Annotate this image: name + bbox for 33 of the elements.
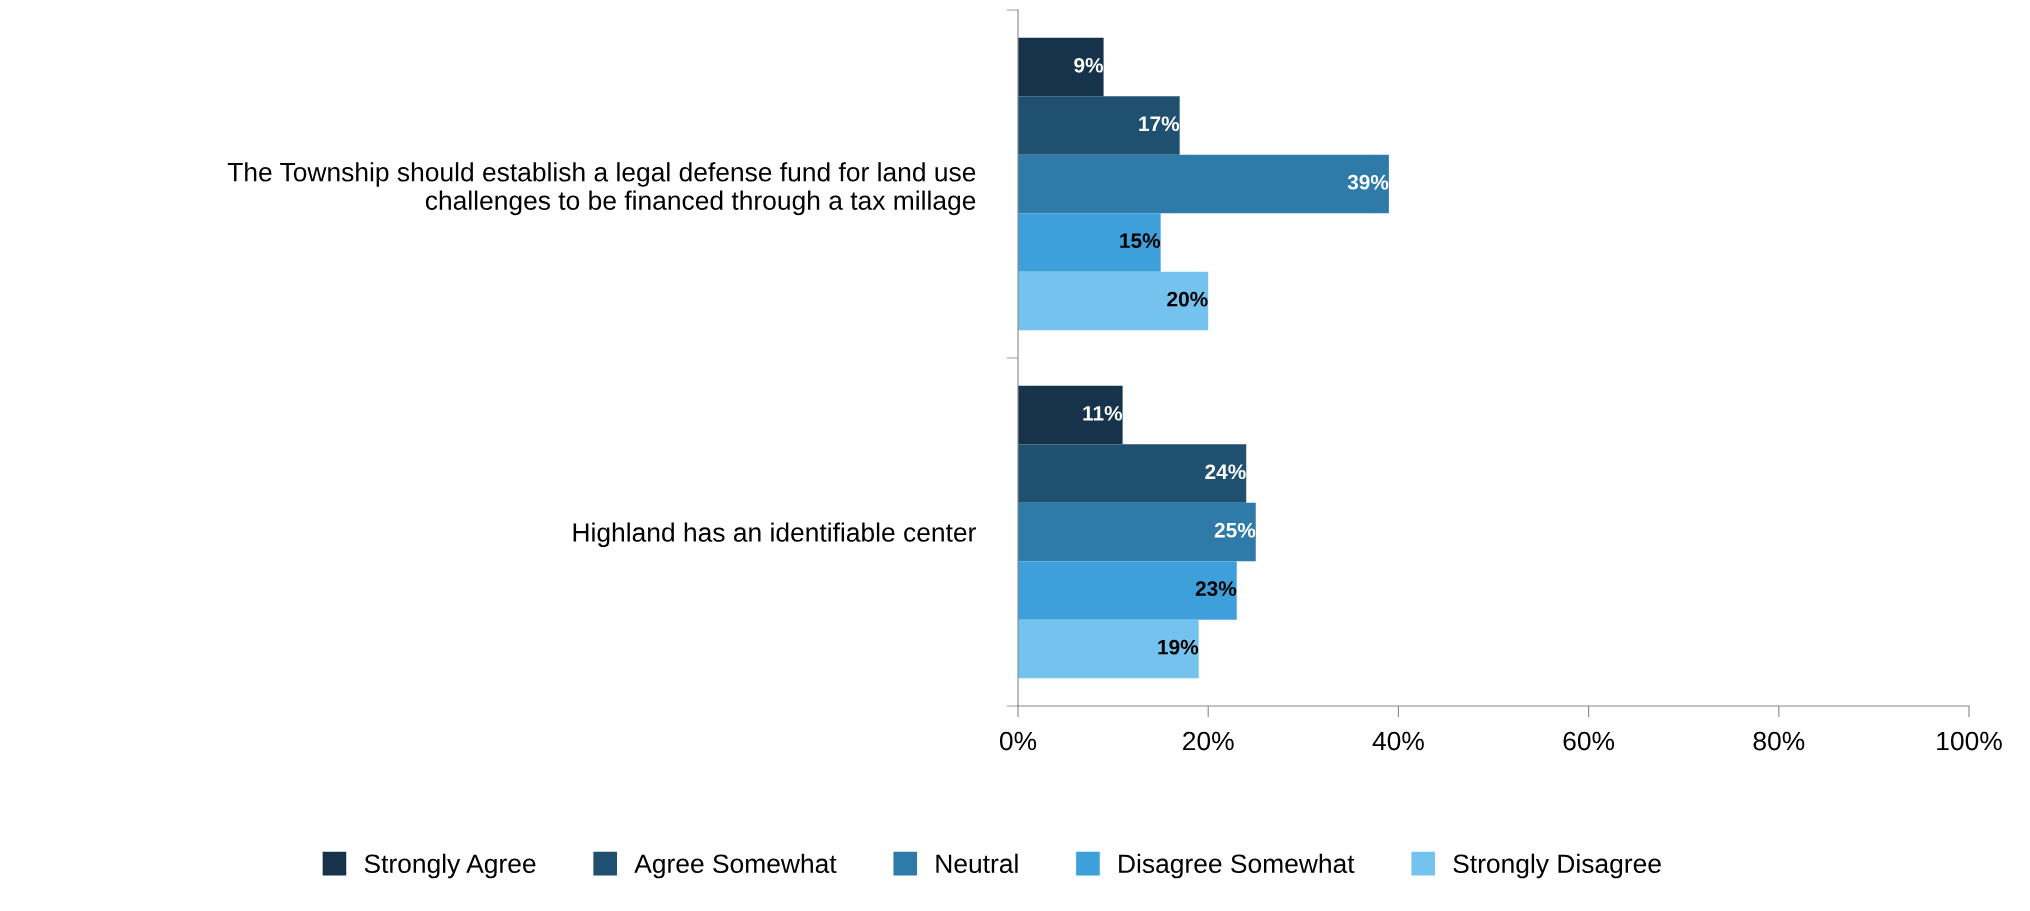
- data-label: 19%: [1158, 639, 1199, 655]
- legend-label: Agree Somewhat: [634, 853, 837, 879]
- legend-label: Disagree Somewhat: [1119, 853, 1355, 879]
- y-tick-label: The Township should establish a legal defense fund for land use challenges to be financed through a tax millage: [227, 162, 976, 216]
- bar: [1018, 561, 1237, 620]
- y-tick-label: Highland has an identifiable center: [573, 522, 976, 548]
- data-label: 9%: [1074, 57, 1104, 73]
- bar: [1018, 271, 1209, 331]
- data-label: 39%: [1347, 174, 1389, 190]
- data-label: 17%: [1139, 116, 1180, 132]
- bar: [1018, 213, 1161, 272]
- bar: [1018, 37, 1104, 97]
- bar: [1018, 502, 1256, 562]
- x-tick-label: 100%: [1937, 731, 2002, 751]
- data-label: 15%: [1120, 233, 1161, 249]
- bar: [1018, 385, 1123, 445]
- x-tick-label: 40%: [1372, 731, 1424, 751]
- data-label: 25%: [1214, 522, 1256, 538]
- bar: [1018, 154, 1389, 214]
- data-label: 23%: [1195, 581, 1237, 597]
- legend-label: Strongly Disagree: [1453, 853, 1661, 879]
- x-tick-label: 20%: [1183, 731, 1234, 751]
- x-tick-label: 60%: [1563, 731, 1615, 751]
- bar: [1018, 444, 1247, 503]
- bar: [1018, 96, 1180, 155]
- x-tick-label: 0%: [999, 731, 1037, 751]
- data-label: 11%: [1083, 405, 1123, 421]
- x-tick-label: 80%: [1753, 731, 1805, 751]
- data-label: 20%: [1167, 291, 1208, 307]
- legend-label: Neutral: [936, 853, 1018, 874]
- legend-label: Strongly Agree: [364, 853, 536, 879]
- bar: [1018, 619, 1199, 679]
- data-label: 24%: [1205, 464, 1246, 480]
